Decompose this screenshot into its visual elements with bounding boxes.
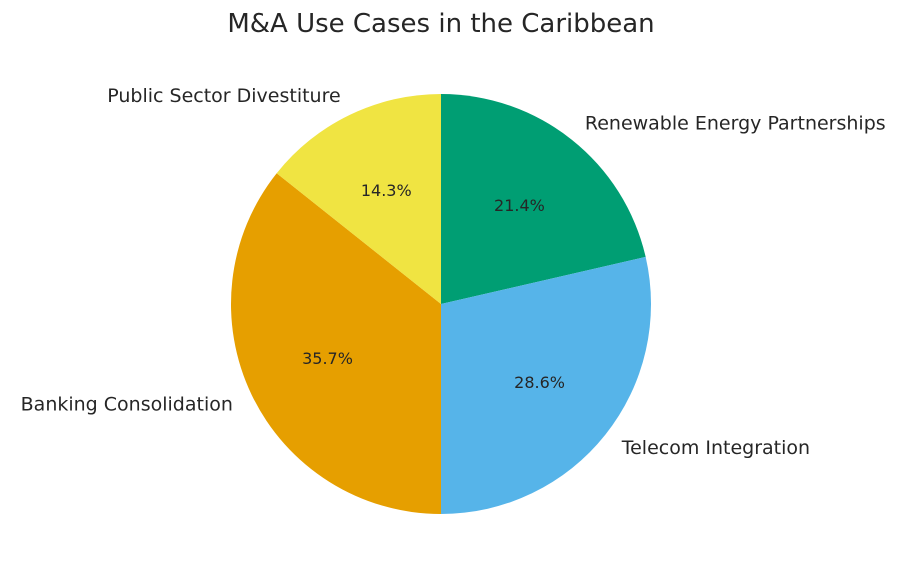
pie-slice-public-sector-divestiture xyxy=(276,94,441,304)
pct-label-renewable-energy-partnerships: 21.4% xyxy=(494,196,545,215)
slice-label-renewable-energy-partnerships: Renewable Energy Partnerships xyxy=(585,112,886,134)
pie-slice-renewable-energy-partnerships xyxy=(441,93,646,304)
pie-slice-telecom-integration xyxy=(441,256,652,514)
chart-title: M&A Use Cases in the Caribbean xyxy=(227,9,654,39)
slice-labels-layer: Renewable Energy Partnerships Telecom Int… xyxy=(21,85,886,459)
percent-labels-layer: 21.4% 28.6% 35.7% 14.3% xyxy=(302,181,565,392)
slice-label-banking-consolidation: Banking Consolidation xyxy=(21,393,233,415)
slice-label-public-sector-divestiture: Public Sector Divestiture xyxy=(107,85,340,107)
pct-label-telecom-integration: 28.6% xyxy=(514,373,565,392)
pct-label-banking-consolidation: 35.7% xyxy=(302,349,353,368)
slice-label-telecom-integration: Telecom Integration xyxy=(621,437,810,459)
pct-label-public-sector-divestiture: 14.3% xyxy=(361,181,412,200)
slices-layer xyxy=(230,93,652,514)
pie-slice-banking-consolidation xyxy=(230,173,441,514)
